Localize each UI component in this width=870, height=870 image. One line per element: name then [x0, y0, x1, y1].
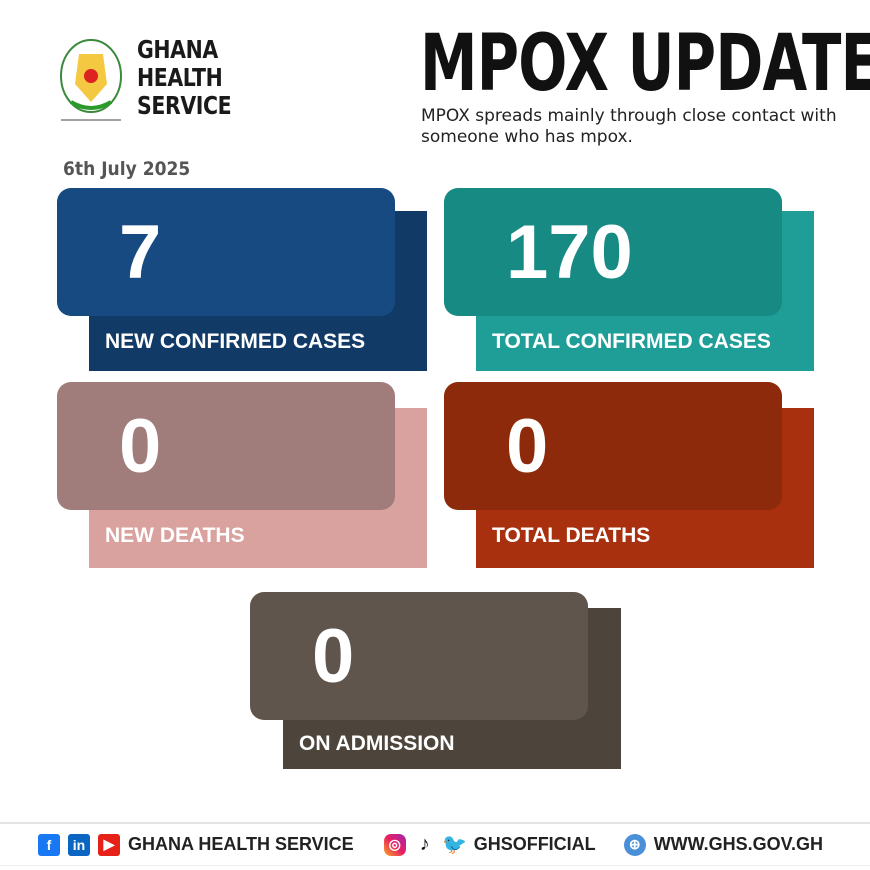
new-deaths-value-panel: 0 [57, 382, 395, 510]
new-confirmed-cases-value-panel: 7 [57, 188, 395, 316]
website-link[interactable]: WWW.GHS.GOV.GH [653, 834, 824, 854]
instagram-icon[interactable]: ◎ [383, 833, 406, 856]
total-deaths-label: TOTAL DEATHS [492, 524, 651, 547]
twitter-icon[interactable]: 🐦 [442, 834, 468, 856]
tiktok-icon[interactable]: ♪ [419, 833, 430, 855]
org-name-line: HEALTH [137, 63, 223, 92]
social-handle: GHSOFFICIAL [473, 834, 596, 854]
footer: f in ▶ GHANA HEALTH SERVICE ◎ ♪ 🐦 GHSOFF… [0, 822, 870, 866]
total-deaths-value-panel: 0 [444, 382, 782, 510]
on-admission-value: 0 [312, 613, 355, 699]
total-confirmed-cases-value: 170 [506, 209, 633, 295]
total-confirmed-cases-label: TOTAL CONFIRMED CASES [492, 330, 771, 353]
linkedin-icon[interactable]: in [68, 833, 90, 856]
new-confirmed-cases-label: NEW CONFIRMED CASES [105, 330, 366, 353]
total-confirmed-cases-value-panel: 170 [444, 188, 782, 316]
new-confirmed-cases-value: 7 [119, 209, 162, 295]
org-name: GHANA HEALTH SERVICE [137, 35, 232, 120]
total-deaths-value: 0 [506, 403, 549, 489]
footer-handle: GHANA HEALTH SERVICE [128, 834, 354, 854]
report-date: 6th July 2025 [63, 158, 191, 180]
subtitle: MPOX spreads mainly through close contac… [421, 106, 837, 147]
youtube-icon[interactable]: ▶ [98, 833, 120, 856]
on-admission-value-panel: 0 [250, 592, 588, 720]
org-name-line: GHANA [137, 35, 218, 64]
globe-icon[interactable]: ⊕ [623, 833, 646, 856]
new-deaths-value: 0 [119, 403, 162, 489]
on-admission-label: ON ADMISSION [299, 732, 455, 755]
page-title: MPOX UPDATE [420, 19, 870, 109]
new-deaths-label: NEW DEATHS [105, 524, 245, 547]
org-name-line: SERVICE [137, 91, 232, 120]
facebook-icon[interactable]: f [38, 833, 60, 856]
ghs-logo [55, 36, 127, 124]
